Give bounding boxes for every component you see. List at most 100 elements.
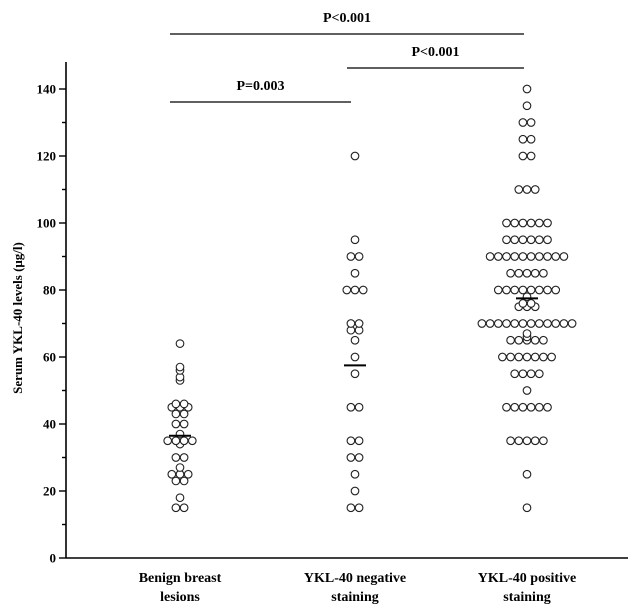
- data-point: [530, 335, 540, 345]
- data-point: [522, 386, 532, 395]
- data-point: [539, 352, 548, 362]
- data-point: [350, 268, 360, 278]
- data-point: [530, 185, 540, 194]
- p-value-label: P<0.001: [323, 11, 371, 26]
- data-point: [518, 299, 528, 308]
- data-point: [534, 319, 544, 328]
- data-point: [477, 319, 487, 328]
- data-point: [346, 252, 356, 261]
- y-axis-title: Serum YKL-40 levels (μg/l): [10, 242, 25, 394]
- data-point: [551, 285, 561, 295]
- data-point: [346, 503, 356, 513]
- data-point: [171, 453, 181, 462]
- data-point: [522, 185, 532, 194]
- data-point: [187, 436, 197, 446]
- category-label: Benign breast lesions: [139, 571, 222, 605]
- data-point: [522, 268, 532, 278]
- significance-brackets: P=0.003 P<0.001 P<0.001: [170, 11, 524, 103]
- data-point: [510, 319, 520, 328]
- data-point: [526, 402, 536, 412]
- category-label: YKL-40 negative staining: [304, 571, 406, 605]
- data-point: [502, 402, 511, 412]
- data-point: [350, 469, 360, 479]
- data-point: [526, 319, 536, 328]
- y-tick-label: 0: [50, 551, 57, 566]
- data-point: [354, 402, 364, 412]
- p-value-label: P=0.003: [236, 79, 284, 94]
- data-point: [485, 319, 495, 328]
- y-tick-label: 140: [37, 82, 57, 97]
- data-point: [551, 252, 561, 261]
- data-point: [171, 436, 181, 446]
- data-point: [493, 285, 503, 295]
- data-point: [543, 285, 552, 295]
- data-point: [526, 151, 536, 161]
- data-point: [518, 319, 528, 328]
- data-point: [518, 402, 528, 412]
- data-point: [354, 319, 364, 328]
- data-point: [522, 329, 532, 338]
- data-point: [518, 151, 528, 161]
- data-point: [530, 352, 540, 362]
- data-point: [350, 369, 360, 379]
- data-point: [543, 252, 552, 261]
- data-point: [179, 476, 189, 486]
- data-point: [543, 218, 552, 228]
- data-point: [543, 402, 552, 412]
- data-point: [530, 268, 540, 278]
- data-point: [530, 436, 540, 446]
- data-point: [350, 285, 360, 295]
- data-point: [539, 335, 548, 345]
- y-tick-label: 80: [43, 283, 56, 298]
- data-point: [518, 118, 528, 127]
- data-point: [175, 493, 185, 503]
- data-point: [510, 285, 520, 295]
- data-point: [179, 436, 189, 446]
- data-point: [350, 486, 360, 496]
- data-point: [518, 134, 528, 144]
- y-axis: 0 20 40 60 80 100 120 140: [37, 62, 67, 566]
- data-point: [559, 319, 569, 328]
- data-point: [510, 252, 520, 261]
- data-point: [510, 369, 520, 379]
- data-point: [526, 369, 536, 379]
- data-point: [543, 319, 552, 328]
- data-point: [510, 218, 520, 228]
- data-point: [502, 319, 511, 328]
- data-point: [506, 335, 515, 345]
- data-point: [350, 352, 360, 362]
- data-point: [171, 476, 181, 486]
- data-point: [547, 352, 556, 362]
- data-point: [502, 285, 511, 295]
- data-point: [179, 453, 189, 462]
- data-points: [163, 84, 577, 513]
- data-point: [350, 151, 360, 161]
- data-point: [534, 369, 544, 379]
- data-point: [163, 436, 173, 446]
- data-point: [175, 463, 185, 472]
- data-point: [346, 453, 356, 462]
- data-point: [514, 335, 524, 345]
- data-point: [518, 235, 528, 245]
- data-point: [522, 503, 532, 513]
- data-point: [179, 409, 189, 419]
- data-point: [518, 218, 528, 228]
- data-point: [518, 369, 528, 379]
- data-point: [539, 436, 548, 446]
- data-point: [354, 503, 364, 513]
- data-point: [526, 218, 536, 228]
- y-tick-label: 20: [43, 484, 56, 499]
- data-point: [506, 352, 515, 362]
- x-axis: Benign breast lesions YKL-40 negative stain…: [66, 557, 628, 605]
- data-point: [534, 218, 544, 228]
- data-point: [171, 419, 181, 429]
- data-point: [534, 235, 544, 245]
- data-point: [526, 134, 536, 144]
- data-point: [522, 469, 532, 479]
- y-tick-label: 60: [43, 350, 56, 365]
- data-point: [171, 399, 181, 409]
- data-point: [498, 352, 507, 362]
- data-point: [539, 268, 548, 278]
- data-point: [506, 268, 515, 278]
